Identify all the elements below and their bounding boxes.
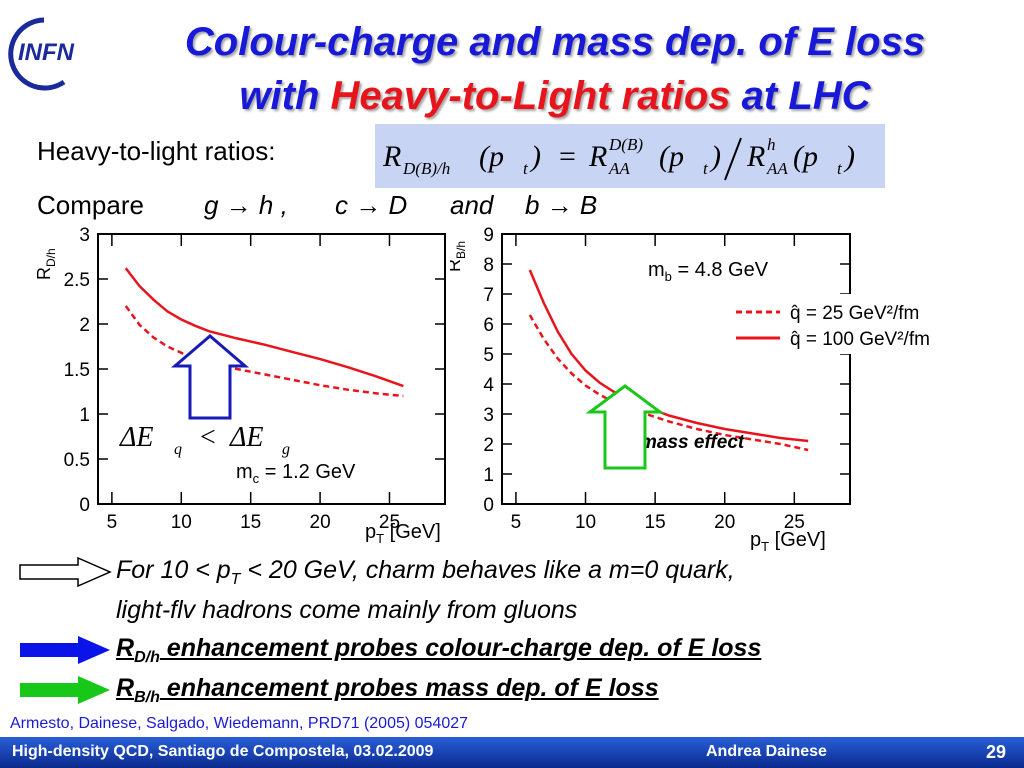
formula-divider bbox=[724, 137, 742, 181]
legend-label-25: q̂ = 25 GeV²/fm bbox=[790, 303, 919, 324]
chart-left-rd-h: 0 0.5 1 1.5 2 2.5 3 5 10 15 20 25 RD/h pT [GeV] mc … bbox=[34, 225, 446, 546]
infn-logo: INFN bbox=[8, 17, 75, 91]
x-tick-label: 25 bbox=[784, 512, 805, 533]
green-arrow-icon bbox=[20, 676, 110, 704]
formula-den-sub: AA bbox=[766, 159, 788, 178]
bullet-2: RD/h enhancement probes colour-charge de… bbox=[116, 634, 762, 666]
y-tick-label: 3 bbox=[483, 405, 494, 426]
y-tick-label: 7 bbox=[483, 285, 494, 306]
title-highlight: Heavy-to-Light ratios bbox=[330, 74, 731, 118]
formula-svg: R D(B)/h (p t ) = R D(B) AA (p t ) R h A… bbox=[382, 135, 855, 181]
footer-author: Andrea Dainese bbox=[706, 743, 827, 760]
compare-item-c-d: c → D bbox=[335, 190, 408, 220]
bullet-1-line-1: For 10 < pT < 20 GeV, charm behaves like… bbox=[116, 556, 735, 588]
right-plot-frame bbox=[501, 233, 851, 505]
compare-item-and: and bbox=[450, 190, 494, 220]
left-plot-frame bbox=[97, 233, 446, 505]
heavy-to-light-label: Heavy-to-light ratios: bbox=[37, 136, 276, 166]
chart-right-rb-h: 0 1 2 3 4 5 6 7 8 9 5 10 15 20 25 RB/h pT [GeV] mb = 4… bbox=[450, 225, 992, 554]
series-line-dashed bbox=[124, 305, 404, 398]
bullet-1-line-2: light-flv hadrons come mainly from gluon… bbox=[116, 596, 578, 624]
svg-text:ΔE: ΔE bbox=[229, 422, 264, 453]
blue-up-arrow bbox=[170, 334, 250, 420]
series-line-solid bbox=[124, 267, 404, 388]
formula-num: R bbox=[588, 140, 607, 173]
formula-arg-1: (p bbox=[479, 140, 504, 173]
green-up-arrow bbox=[585, 384, 665, 470]
formula-arg-sub-1: t bbox=[523, 159, 529, 178]
formula-num-sup: D(B) bbox=[608, 135, 643, 154]
white-arrow-icon bbox=[19, 556, 112, 588]
formula-arg-3: (p bbox=[793, 140, 818, 173]
footer-page-number: 29 bbox=[986, 742, 1007, 762]
x-tick-label: 15 bbox=[645, 512, 666, 533]
mass-effect-label: mass effect bbox=[640, 432, 745, 453]
formula-num-sub: AA bbox=[608, 159, 630, 178]
right-xlabel: pT [GeV] bbox=[750, 529, 826, 554]
footer-bar bbox=[0, 737, 1024, 768]
x-tick-label: 25 bbox=[379, 512, 400, 533]
right-annotation-mb: mb = 4.8 GeV bbox=[648, 259, 769, 284]
y-tick-label: 1 bbox=[79, 405, 90, 426]
svg-text:ΔE: ΔE bbox=[119, 422, 154, 453]
y-tick-label: 8 bbox=[483, 255, 494, 276]
x-tick-label: 20 bbox=[310, 512, 331, 533]
y-tick-label: 2 bbox=[483, 435, 494, 456]
x-tick-label: 10 bbox=[575, 512, 596, 533]
left-ylabel: RD/h bbox=[34, 248, 58, 280]
svg-text:g: g bbox=[282, 441, 290, 458]
blue-arrow-icon bbox=[20, 636, 110, 664]
svg-text:<: < bbox=[200, 422, 216, 453]
compare-item-b-b: b → B bbox=[525, 190, 598, 220]
compare-label: Compare bbox=[37, 190, 144, 220]
y-tick-label: 1.5 bbox=[64, 360, 90, 381]
y-tick-label: 1 bbox=[483, 465, 494, 486]
x-tick-label: 15 bbox=[240, 512, 261, 533]
formula-close-2: ) bbox=[709, 140, 721, 173]
svg-text:q: q bbox=[174, 441, 182, 458]
legend-box bbox=[720, 294, 992, 354]
y-tick-label: 0 bbox=[79, 495, 90, 516]
energy-loss-inequality: ΔE q < ΔE g bbox=[119, 422, 290, 458]
y-tick-label: 2.5 bbox=[64, 270, 90, 291]
y-tick-label: 3 bbox=[79, 225, 90, 246]
page-subtitle: with Heavy-to-Light ratios at LHC bbox=[239, 74, 871, 118]
formula-arg-sub-3: t bbox=[837, 159, 843, 178]
formula-eq: = bbox=[559, 140, 576, 173]
x-tick-label: 20 bbox=[714, 512, 735, 533]
y-tick-label: 0.5 bbox=[64, 450, 90, 471]
right-ylabel: RB/h bbox=[450, 241, 468, 272]
y-tick-label: 5 bbox=[483, 345, 494, 366]
left-xlabel: pT [GeV] bbox=[365, 521, 441, 546]
y-tick-label: 4 bbox=[483, 375, 494, 396]
formula-close-1: ) bbox=[529, 140, 541, 173]
formula-arg-sub-2: t bbox=[703, 159, 709, 178]
formula-den: R bbox=[746, 140, 765, 173]
footer-event: High-density QCD, Santiago de Compostela… bbox=[12, 743, 434, 760]
legend-label-100: q̂ = 100 GeV²/fm bbox=[790, 329, 930, 350]
x-tick-label: 10 bbox=[171, 512, 192, 533]
compare-item-g-h: g → h , bbox=[204, 190, 288, 220]
page-title: Colour-charge and mass dep. of E loss bbox=[184, 20, 926, 64]
left-annotation-mc: mc = 1.2 GeV bbox=[236, 461, 356, 486]
reference-citation: Armesto, Dainese, Salgado, Wiedemann, PR… bbox=[10, 715, 469, 732]
formula-box: R D(B)/h (p t ) = R D(B) AA (p t ) R h A… bbox=[375, 124, 885, 188]
y-tick-label: 9 bbox=[483, 225, 494, 246]
y-tick-label: 6 bbox=[483, 315, 494, 336]
formula-lhs-sub: D(B)/h bbox=[402, 159, 450, 178]
formula-close-3: ) bbox=[843, 140, 855, 173]
formula-den-sup: h bbox=[767, 135, 776, 154]
formula-lhs: R bbox=[382, 140, 401, 173]
y-tick-label: 0 bbox=[483, 495, 494, 516]
logo-text: INFN bbox=[18, 39, 75, 66]
bullet-3: RB/h enhancement probes mass dep. of E l… bbox=[116, 674, 659, 706]
x-tick-label: 5 bbox=[107, 512, 118, 533]
y-tick-label: 2 bbox=[79, 315, 90, 336]
formula-arg-2: (p bbox=[659, 140, 684, 173]
x-tick-label: 5 bbox=[511, 512, 522, 533]
